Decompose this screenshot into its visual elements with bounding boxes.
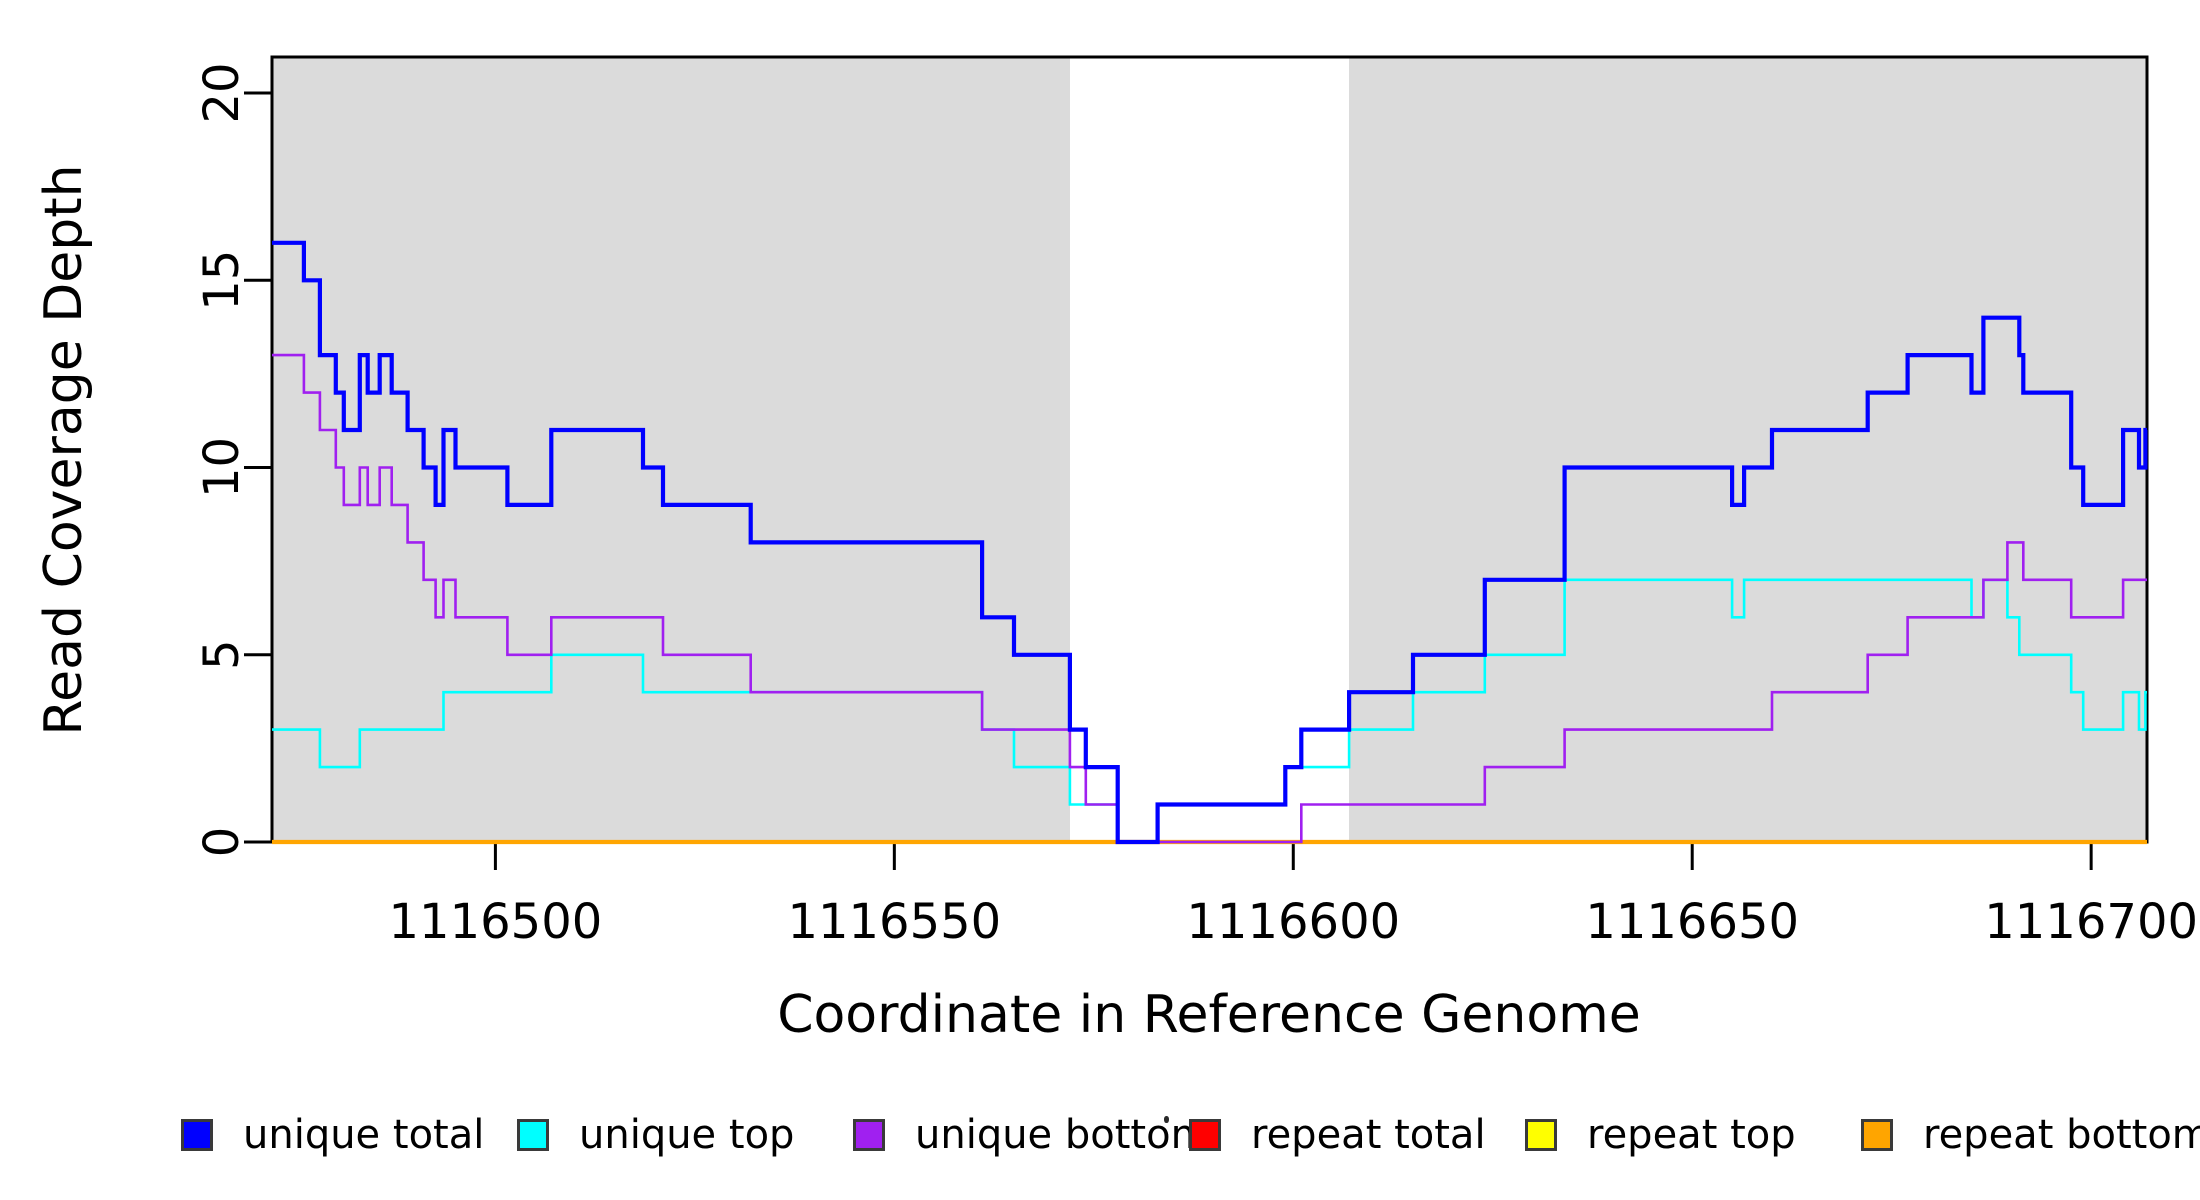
legend-label: unique top [579, 1112, 795, 1158]
legend-swatch-repeat-bottom [1861, 1119, 1893, 1151]
legend-label: repeat total [1251, 1112, 1486, 1158]
legend-label: repeat bottom [1923, 1112, 2200, 1158]
y-tick-label: 10 [194, 437, 250, 498]
y-axis-title: Read Coverage Depth [34, 164, 94, 736]
legend-swatch-unique-top [517, 1119, 549, 1151]
x-tick-label: 1116600 [1186, 894, 1400, 950]
legend-label: unique bottom [915, 1112, 1210, 1158]
x-tick-label: 1116500 [389, 894, 603, 950]
legend-item-unique-top: unique top [517, 1112, 794, 1158]
series-unique-bottom [272, 353, 2147, 844]
legend-swatch-unique-total [181, 1119, 213, 1151]
x-tick-label: 1116700 [1984, 894, 2198, 950]
x-axis-title: Coordinate in Reference Genome [777, 985, 1641, 1045]
series-unique-total [272, 240, 2148, 845]
legend-swatch-repeat-top [1525, 1119, 1557, 1151]
series-unique-top [272, 578, 2147, 844]
repeat-region-right [1349, 57, 2147, 842]
x-tick-label: 1116650 [1585, 894, 1799, 950]
legend-label: unique total [243, 1112, 485, 1158]
legend-item-unique-total: unique total [181, 1112, 484, 1158]
legend-item-repeat-top: repeat top [1525, 1112, 1796, 1158]
legend-item-repeat-total: repeat total [1189, 1112, 1486, 1158]
y-tick-label: 5 [194, 639, 250, 670]
legend: unique total unique top unique bottom repea… [0, 1112, 2200, 1172]
legend-item-repeat-bottom: repeat bottom [1861, 1112, 2200, 1158]
legend-label: repeat top [1587, 1112, 1796, 1158]
x-tick-label: 1116550 [787, 894, 1001, 950]
repeat-region-left [272, 57, 1070, 842]
legend-swatch-repeat-total [1189, 1119, 1221, 1151]
y-tick-label: 20 [194, 62, 250, 123]
y-tick-label: 15 [194, 250, 250, 311]
legend-item-unique-bottom: unique bottom [853, 1112, 1210, 1158]
legend-artifact-dot [1164, 1116, 1169, 1123]
y-tick-label: 0 [194, 827, 250, 858]
legend-swatch-unique-bottom [853, 1119, 885, 1151]
